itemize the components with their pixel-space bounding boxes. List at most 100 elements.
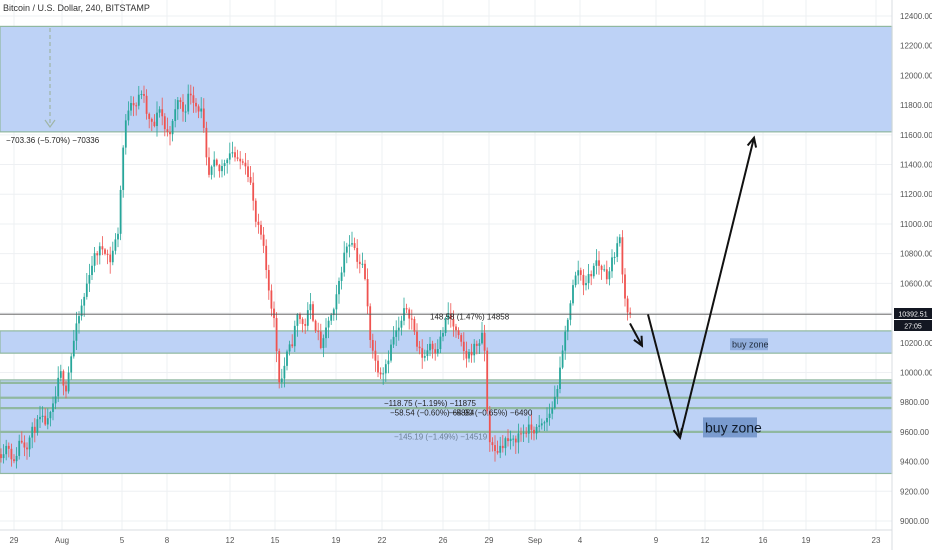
time-tick-label: 12 [226,536,235,545]
candle-body [616,243,619,257]
candle-body [247,166,249,177]
candle-body [304,324,307,326]
candle-body [169,132,171,135]
candle-body [504,438,507,449]
candle-body [520,433,522,435]
candle-body [101,246,104,250]
candle-body [442,332,444,337]
candle-body [457,330,460,336]
candle-body [218,165,221,172]
candle-body [319,331,322,348]
candle-body [260,224,262,235]
candle-body [426,350,429,357]
candle-body [577,270,580,276]
countdown-label: 27:05 [904,324,922,331]
candle-body [140,94,143,96]
candle-body [397,327,400,331]
time-tick-label: 8 [165,536,170,545]
candle-body [611,257,613,272]
candle-body [559,367,561,389]
candle-body [340,272,343,281]
candle-body [109,254,112,263]
candle-body [475,343,478,346]
candle-body [221,166,223,172]
candle-body [65,385,67,392]
candle-body [556,388,559,397]
candle-body [366,279,369,307]
candle-body [369,306,372,341]
projection-up-arrowhead [746,135,758,148]
candle-body [52,403,54,412]
annotation-layer: −703.36 (−5.70%) −70336 148.58 (1.47%) 14… [6,136,769,441]
price-tick-label: 11600.00 [900,131,932,140]
candle-body [20,440,23,443]
candle-body [332,309,335,315]
candle-body [286,351,288,366]
candle-body [410,318,413,320]
candle-body [36,419,39,433]
time-tick-label: 26 [439,536,448,545]
candle-body [257,221,260,225]
candle-body [361,263,364,265]
candle-body [223,163,226,167]
candle-body [387,360,390,365]
current-price-tag: 10392.51 [894,308,932,319]
candle-body [327,320,330,328]
candle-body [13,459,15,462]
candle-body [46,418,49,425]
candle-body [231,152,234,154]
candle-body [200,108,203,112]
small-down-arrowhead [633,335,644,348]
candle-body [54,396,57,404]
candle-body [0,454,2,459]
measurement-label: −58.54 (−0.60%) −5854 [390,409,475,418]
price-tick-label: 9800.00 [900,398,929,407]
candle-body [548,413,551,418]
time-tick-label: 9 [654,536,659,545]
current-price-tag-bg [894,308,932,319]
time-tick-label: 12 [701,536,710,545]
candle-body [618,237,621,244]
time-tick-label: 5 [120,536,125,545]
candle-body [273,308,275,319]
candle-body [598,260,600,266]
time-tick-label: 23 [872,536,881,545]
candle-body [145,95,148,114]
candle-body [348,244,351,247]
candle-body [395,330,398,337]
time-axis[interactable]: 29 Aug 5 8 12 15 19 22 26 29 Sep 4 9 12 16 19 23 [10,536,881,545]
candle-body [514,438,517,443]
candle-body [621,237,624,275]
candle-body [371,340,374,351]
candle-body [39,416,41,420]
current-price-label: 10392.51 [898,312,927,319]
price-tick-label: 11200.00 [900,190,932,199]
candle-body [187,93,190,112]
candle-body [59,371,62,378]
candle-body [377,360,379,373]
candle-body [18,440,21,456]
candle-body [93,253,96,266]
candle-body [70,356,73,373]
candle-body [75,323,78,341]
price-axis[interactable]: 9000.00 9200.00 9400.00 9600.00 9800.00 10000… [900,12,932,526]
candle-body [585,283,587,286]
candle-body [499,445,502,453]
candle-body [226,159,229,164]
candle-body [153,121,156,127]
candle-body [236,157,239,159]
candle-body [309,304,312,311]
price-tick-label: 11000.00 [900,220,932,229]
time-tick-label: 15 [271,536,280,545]
candle-body [80,305,83,317]
time-tick-label: 29 [485,536,494,545]
candle-body [132,103,135,106]
candle-body [444,318,447,333]
time-tick-label: 19 [802,536,811,545]
candle-body [210,166,213,175]
candle-body [275,318,278,352]
candle-body [228,153,231,160]
candle-body [104,249,106,254]
price-tick-label: 9600.00 [900,428,929,437]
